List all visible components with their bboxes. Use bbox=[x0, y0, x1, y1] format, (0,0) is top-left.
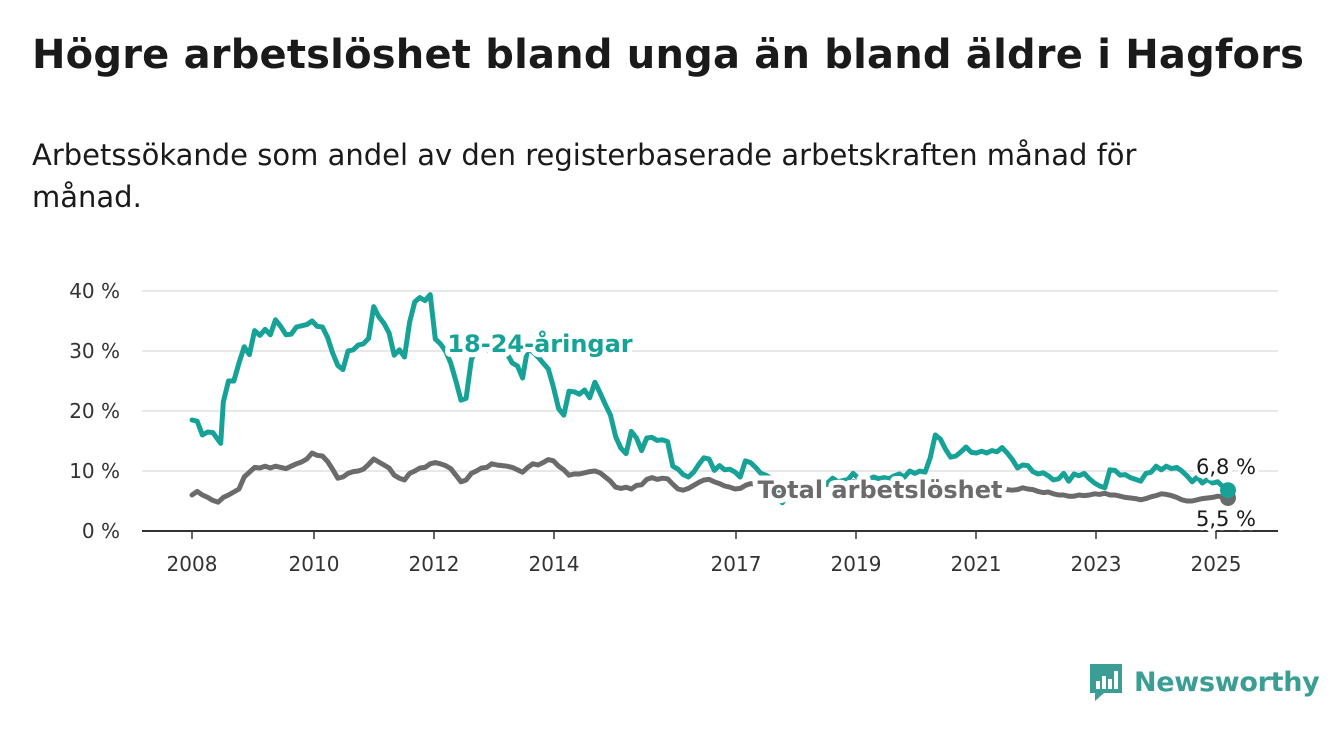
x-tick-label: 2010 bbox=[289, 552, 340, 576]
y-tick-label: 10 % bbox=[69, 459, 120, 483]
y-tick-label: 0 % bbox=[82, 519, 120, 543]
y-tick-label: 20 % bbox=[69, 399, 120, 423]
series-line-total bbox=[189, 450, 1231, 505]
page-title: Högre arbetslöshet bland unga än bland ä… bbox=[32, 32, 1305, 78]
x-tick-label: 2008 bbox=[167, 552, 218, 576]
newsworthy-logo-icon bbox=[1090, 664, 1122, 701]
end-label-total: 5,5 % bbox=[1196, 507, 1256, 531]
end-label-youth: 6,8 % bbox=[1196, 455, 1256, 479]
series-lines bbox=[189, 292, 1236, 506]
end-label-youth-halo: 6,8 % bbox=[1196, 455, 1256, 479]
brand-name: Newsworthy bbox=[1134, 666, 1320, 698]
series-label-youth: 18-24-åringar bbox=[447, 329, 632, 358]
end-label-total-halo: 5,5 % bbox=[1196, 507, 1256, 531]
x-tick-label: 2019 bbox=[831, 552, 882, 576]
y-tick-label: 30 % bbox=[69, 339, 120, 363]
y-tick-label: 40 % bbox=[69, 279, 120, 303]
series-line-youth bbox=[189, 292, 1231, 506]
x-tick-label: 2017 bbox=[711, 552, 762, 576]
x-tick-label: 2014 bbox=[529, 552, 580, 576]
x-tick-label: 2021 bbox=[951, 552, 1002, 576]
series-label-youth-halo: 18-24-åringar bbox=[447, 329, 632, 358]
series-label-total-halo: Total arbetslöshet bbox=[757, 476, 1002, 504]
y-axis-ticks: 0 % 10 % 20 % 30 % 40 % bbox=[69, 279, 120, 543]
brand-logo: Newsworthy bbox=[1088, 660, 1320, 704]
series-label-total: Total arbetslöshet bbox=[757, 476, 1002, 504]
x-tick-label: 2012 bbox=[409, 552, 460, 576]
x-tick-label: 2023 bbox=[1071, 552, 1122, 576]
x-tick-label: 2025 bbox=[1191, 552, 1242, 576]
end-marker-youth bbox=[1220, 482, 1236, 499]
chart-subtitle: Arbetssökande som andel av den registerb… bbox=[32, 138, 1137, 214]
x-axis-ticks: 2008 2010 2012 2014 2017 2019 2021 2023 2025 bbox=[167, 531, 1242, 576]
